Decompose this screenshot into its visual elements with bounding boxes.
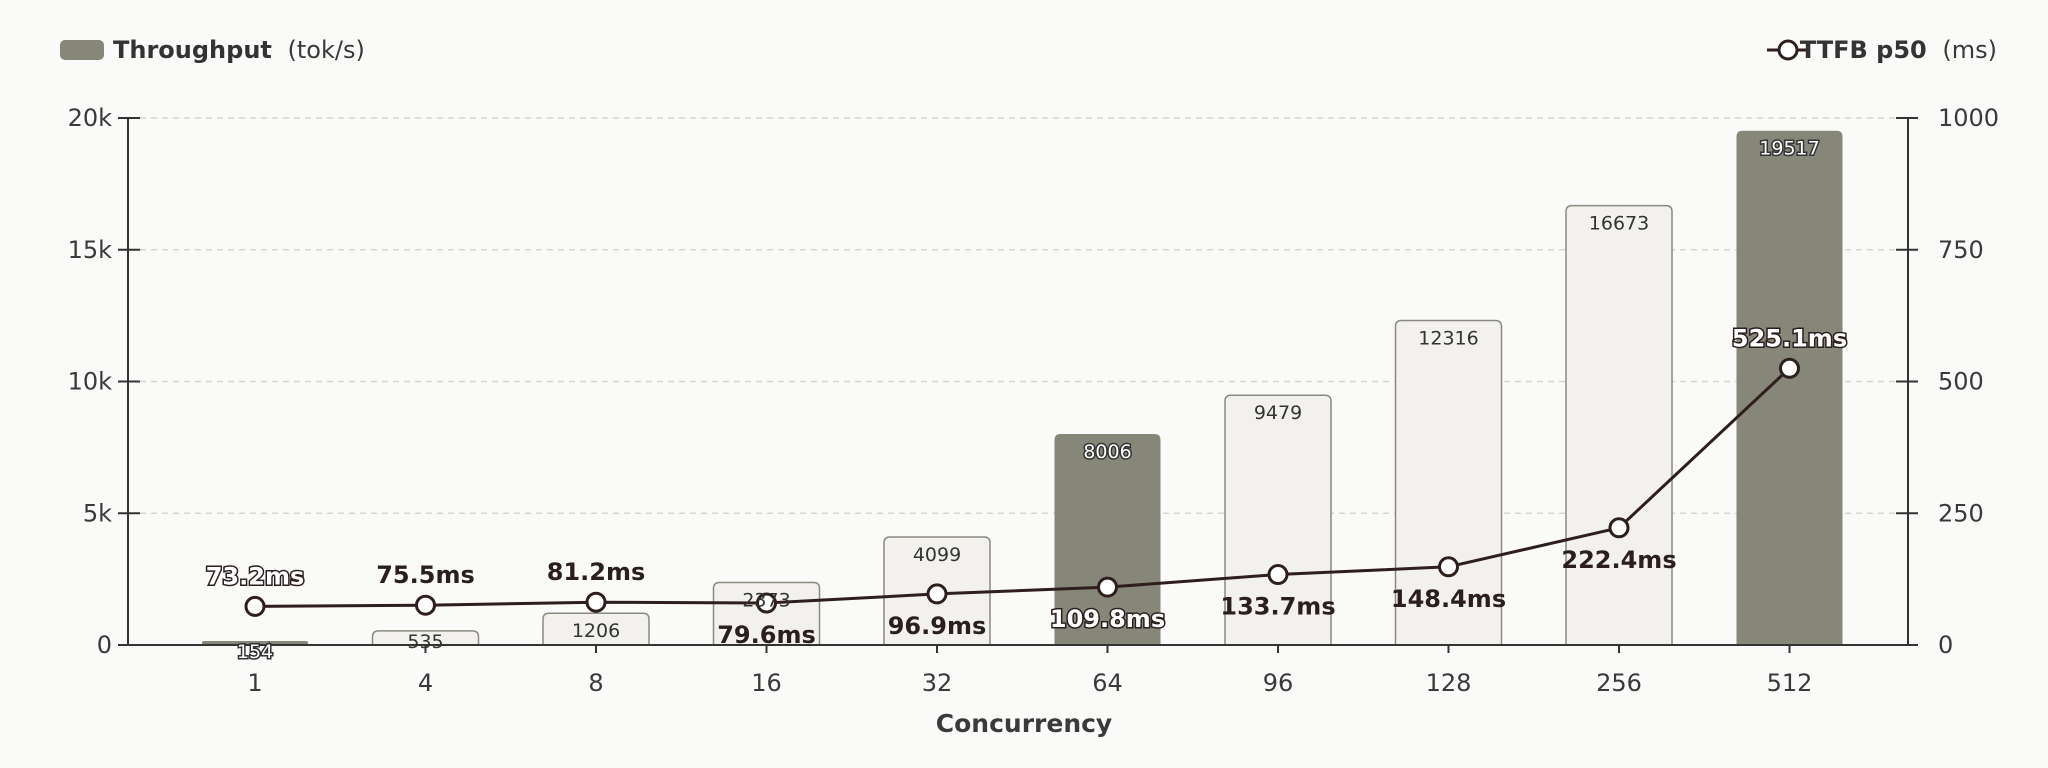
y-right-tick-label: 750 (1938, 236, 1984, 264)
bar-8 (542, 612, 650, 645)
legend-marker-icon (1777, 39, 1799, 61)
ttfb-value-label: 133.7ms (1220, 593, 1335, 621)
ttfb-value-label: 96.9ms (888, 612, 987, 640)
ttfb-point-1 (244, 595, 266, 617)
bar-value-label: 9479 (1254, 402, 1302, 424)
ttfb-value-label: 148.4ms (1391, 585, 1506, 613)
ttfb-value-label: 525.1ms (1732, 324, 1847, 352)
bar-value-label: 16673 (1589, 213, 1649, 235)
bar-4 (371, 630, 480, 645)
bar-512 (1736, 130, 1843, 645)
ttfb-point-256 (1608, 517, 1630, 539)
bar-16 (712, 581, 821, 645)
y-right-tick-label: 1000 (1938, 104, 1999, 132)
x-tick-label: 16 (751, 669, 782, 697)
ttfb-point-8 (585, 591, 607, 613)
bar-value-label: 12316 (1418, 327, 1478, 349)
bar-value-label: 8006 (1083, 441, 1131, 463)
x-tick-label: 512 (1767, 669, 1813, 697)
ttfb-point-4 (415, 594, 436, 616)
y-left-tick-label: 5k (83, 499, 112, 527)
ttfb-value-label: 109.8ms (1050, 605, 1165, 633)
ttfb-point-512 (1779, 357, 1800, 379)
ttfb-value-label: 73.2ms (206, 562, 305, 590)
bar-96 (1224, 394, 1332, 645)
x-tick-label: 256 (1596, 669, 1642, 697)
y-left-tick-label: 0 (97, 631, 112, 659)
bar-value-label: 19517 (1759, 138, 1819, 160)
bar-value-label: 4099 (913, 544, 961, 566)
x-tick-label: 4 (418, 669, 433, 697)
bar-64 (1054, 434, 1161, 645)
ttfb-point-96 (1267, 564, 1289, 586)
legend-ttfb: TTFB p50 (ms) (1767, 36, 1997, 64)
ttfb-point-16 (756, 592, 777, 614)
legend-ttfb-name: TTFB p50 (1800, 36, 1927, 64)
legend-throughput-unit: (tok/s) (288, 36, 365, 64)
bar-value-label: 154 (237, 641, 273, 663)
axes: 0 5k 10k 15k 20k 0 250 500 750 1000 1 4 8 16 32 64 96 128… (68, 104, 2000, 697)
y-left-tick-label: 20k (68, 104, 113, 132)
ttfb-point-64 (1097, 576, 1118, 598)
svg-text:Throughput (tok/s): Throughput (tok/s) (113, 36, 365, 64)
bar-1 (202, 640, 308, 645)
bar-value-label: 2373 (742, 589, 790, 611)
legend-throughput-name: Throughput (113, 36, 272, 64)
data-labels: 154 535 1206 2373 4099 8006 9479 12316 16673 1951… (204, 136, 1848, 664)
x-tick-label: 32 (922, 669, 953, 697)
ttfb-value-label: 222.4ms (1561, 546, 1676, 574)
ttfb-point-32 (926, 583, 948, 605)
x-tick-label: 96 (1263, 669, 1294, 697)
x-axis-title: Concurrency (936, 709, 1112, 738)
ttfb-value-label: 79.6ms (717, 621, 816, 649)
legend: Throughput (tok/s) TTFB p50 (ms) (60, 36, 1997, 64)
y-right-tick-label: 250 (1938, 499, 1984, 527)
x-tick-label: 64 (1092, 669, 1123, 697)
ttfb-line (244, 357, 1800, 617)
bar-value-label: 535 (407, 631, 443, 653)
bar-value-label: 1206 (572, 620, 620, 642)
ttfb-point-128 (1438, 556, 1459, 578)
x-tick-label: 128 (1426, 669, 1472, 697)
x-tick-label: 8 (588, 669, 603, 697)
bar-256 (1565, 204, 1673, 645)
legend-bar-swatch (60, 40, 104, 60)
svg-text:TTFB p50 (ms): TTFB p50 (ms) (1800, 36, 1997, 64)
x-tick-label: 1 (247, 669, 262, 697)
legend-ttfb-unit: (ms) (1942, 36, 1997, 64)
y-left-tick-label: 10k (68, 368, 113, 396)
ttfb-polyline (254, 367, 1791, 608)
y-right-tick-label: 500 (1938, 368, 1984, 396)
bar-128 (1394, 319, 1503, 645)
ttfb-value-label: 75.5ms (376, 561, 475, 589)
y-left-tick-label: 15k (68, 236, 113, 264)
ttfb-value-label: 81.2ms (547, 558, 646, 586)
y-right-tick-label: 0 (1938, 631, 1953, 659)
legend-throughput: Throughput (tok/s) (60, 36, 365, 64)
